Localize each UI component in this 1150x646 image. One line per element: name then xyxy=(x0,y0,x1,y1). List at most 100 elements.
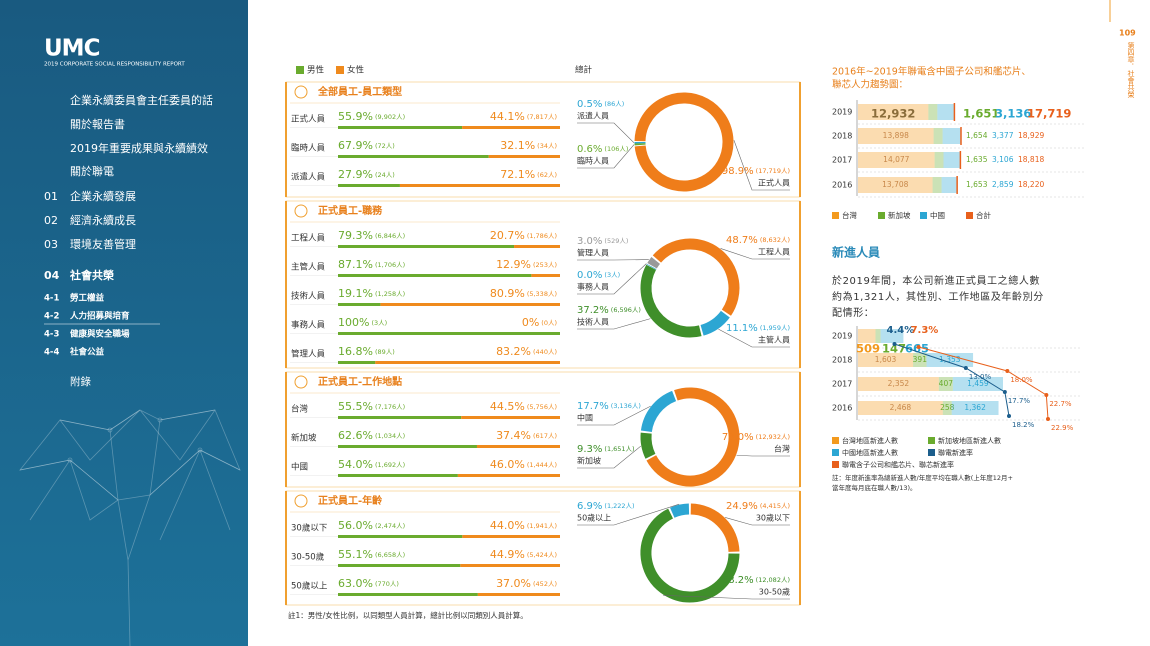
appendix: 附錄 xyxy=(70,375,91,388)
legend-swatch xyxy=(296,66,304,74)
donut-slice xyxy=(640,390,677,433)
leader-line xyxy=(725,517,790,526)
male-bar xyxy=(338,445,477,448)
hire-value: 1,459 xyxy=(967,379,989,388)
hire-bar xyxy=(951,401,999,415)
male-percent: 56.0% xyxy=(338,519,373,532)
chapter-vertical: 第四章．社會共榮 xyxy=(1127,41,1135,99)
male-bar xyxy=(338,126,463,129)
female-count: (7,817人) xyxy=(527,113,557,121)
male-percent: 87.1% xyxy=(338,258,373,271)
female-value: 44.9% (5,424人) xyxy=(490,548,557,561)
female-bar xyxy=(460,564,560,567)
year-label: 2017 xyxy=(832,156,852,165)
trend-total: 18,220 xyxy=(1018,180,1044,189)
footnote: 註1：男性/女性比例，以同類型人員計算，總計比例以同類別人員計算。 xyxy=(288,610,528,620)
slice-name: 事務人員 xyxy=(577,282,609,292)
chapter-label: 經濟永續成長 xyxy=(70,213,136,227)
legend-female: 女性 xyxy=(347,65,365,76)
trend-value: 13,708 xyxy=(882,180,908,189)
rate-value: 22.9% xyxy=(1051,424,1074,432)
leader-line xyxy=(733,140,790,191)
row-label: 事務人員 xyxy=(291,320,326,331)
legend-swatch xyxy=(966,212,973,219)
trend-bar xyxy=(858,177,933,193)
slice-value: 6.9% (1,222人) xyxy=(577,501,635,512)
slice-percent: 17.7% xyxy=(577,401,609,412)
slice-percent: 0.0% xyxy=(577,270,602,281)
rate-line xyxy=(918,346,1049,420)
male-count: (89人) xyxy=(375,348,395,356)
female-percent: 32.1% xyxy=(500,139,535,152)
hire-value: 407 xyxy=(939,379,954,388)
male-percent: 63.0% xyxy=(338,577,373,590)
section-icon xyxy=(294,85,308,99)
slice-value: 48.7% (8,632人) xyxy=(726,235,790,246)
trend-legend: 新加坡 xyxy=(888,210,911,220)
hire-value: 258 xyxy=(940,403,955,412)
male-count: (1,706人) xyxy=(375,261,405,269)
male-bar xyxy=(338,332,560,335)
rate-value: 13.0% xyxy=(969,373,992,381)
sub-label: 健康與安全職場 xyxy=(70,329,130,340)
male-bar xyxy=(338,416,462,419)
slice-name: 臨時人員 xyxy=(577,156,609,166)
female-bar xyxy=(462,535,560,538)
male-percent: 54.0% xyxy=(338,458,373,471)
female-value: 20.7% (1,786人) xyxy=(490,229,557,242)
rate-point xyxy=(963,366,968,370)
legend-swatch xyxy=(832,212,839,219)
slice-percent: 6.9% xyxy=(577,501,602,512)
female-percent: 44.1% xyxy=(490,110,525,123)
leader-line xyxy=(577,318,651,330)
male-count: (3人) xyxy=(371,319,387,327)
row-label: 台灣 xyxy=(291,404,309,415)
female-value: 44.1% (7,817人) xyxy=(490,110,557,123)
male-count: (1,258人) xyxy=(375,290,405,298)
chapter-label: 環境友善管理 xyxy=(70,237,136,251)
trend-title: 2016年~2019年聯電含中國子公司和艦芯片、 xyxy=(832,66,1031,78)
female-value: 46.0% (1,444人) xyxy=(490,458,557,471)
slice-count: (3,136人) xyxy=(611,402,641,410)
sub-number: 4-1 xyxy=(44,294,59,304)
section-title: 正式員工-年齡 xyxy=(318,494,382,507)
rate-line xyxy=(894,343,1010,417)
slice-count: (106人) xyxy=(604,145,628,153)
female-bar xyxy=(457,474,560,477)
slice-percent: 3.0% xyxy=(577,236,602,247)
female-bar xyxy=(531,274,560,277)
trend-bar xyxy=(942,128,961,144)
hire-value: 1,603 xyxy=(875,355,897,364)
slice-name: 中國 xyxy=(577,413,593,423)
hire-legend: 聯電新進率 xyxy=(938,448,973,457)
rate-value: 4.4% xyxy=(887,325,915,336)
legend-swatch xyxy=(832,437,839,444)
trend-legend: 中國 xyxy=(930,210,945,220)
legend-swatch xyxy=(928,437,935,444)
slice-count: (1,222人) xyxy=(604,502,634,510)
slice-percent: 68.2% xyxy=(722,575,754,586)
logo: UMC xyxy=(44,36,100,62)
slice-count: (86人) xyxy=(604,100,624,108)
menu-item: 企業永續委員會主任委員的話 xyxy=(70,93,213,107)
female-percent: 44.0% xyxy=(490,519,525,532)
slice-value: 68.2% (12,082人) xyxy=(722,575,790,586)
donut-slice xyxy=(652,238,740,316)
chapter-label: 企業永續發展 xyxy=(70,189,136,203)
section-heading: 新進人員 xyxy=(832,245,880,260)
male-value: 56.0% (2,474人) xyxy=(338,519,405,532)
female-percent: 37.4% xyxy=(496,429,531,442)
legend-swatch xyxy=(336,66,344,74)
paragraph-line: 於2019年間，本公司新進正式員工之總人數 xyxy=(832,274,1040,287)
female-bar xyxy=(514,245,560,248)
male-bar xyxy=(338,593,478,596)
trend-bar xyxy=(858,152,935,168)
chapter-number: 04 xyxy=(44,269,60,282)
section-title: 正式員工-職務 xyxy=(318,204,383,217)
row-label: 技術人員 xyxy=(291,291,326,302)
slice-value: 73.0% (12,932人) xyxy=(722,432,790,443)
slice-count: (529人) xyxy=(604,237,628,245)
chapter-number: 03 xyxy=(44,238,58,251)
hire-bar xyxy=(952,377,1003,391)
female-count: (1,941人) xyxy=(527,522,557,530)
